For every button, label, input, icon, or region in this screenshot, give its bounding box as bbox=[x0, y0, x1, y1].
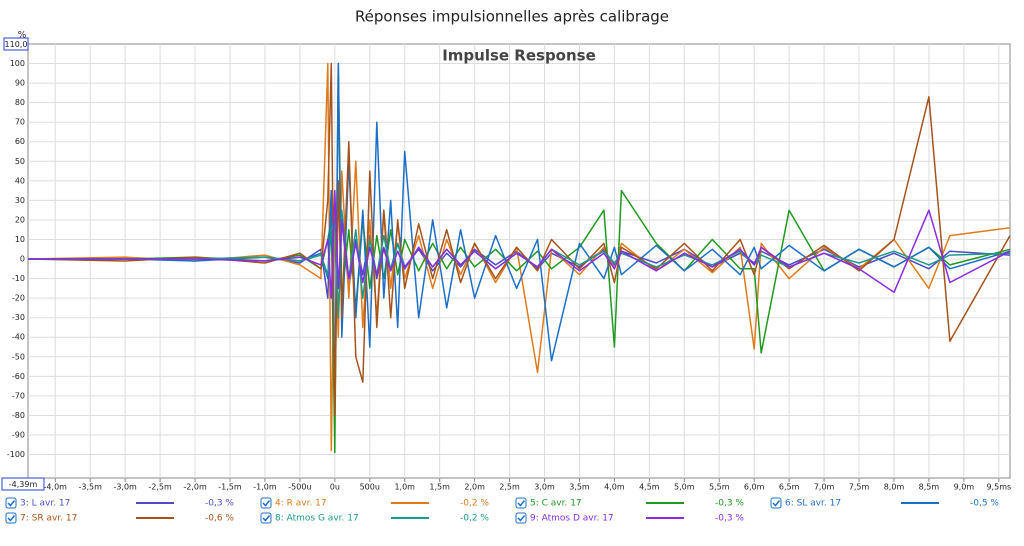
x-tick-label: 8,0m bbox=[884, 483, 905, 492]
legend-label: 7: SR avr. 17 bbox=[20, 514, 77, 524]
x-tick-label: 8,5m bbox=[919, 483, 940, 492]
lines bbox=[27, 62, 1011, 454]
legend-label: 3: L avr. 17 bbox=[20, 499, 70, 509]
y-tick-label: 20 bbox=[15, 215, 25, 224]
x-tick-label: 500u bbox=[360, 483, 380, 492]
x-tick-label: -2,5m bbox=[148, 483, 172, 492]
x-tick-label: 9,5ms bbox=[986, 483, 1011, 492]
x-tick-label: 3,5m bbox=[569, 483, 590, 492]
x-tick-label: 9,0m bbox=[954, 483, 975, 492]
y-tick-label: 90 bbox=[15, 79, 25, 88]
x-tick-label: 0u bbox=[330, 483, 340, 492]
legend-checkbox[interactable] bbox=[515, 497, 527, 509]
legend-check bbox=[7, 500, 16, 507]
x-tick-label: 6,0m bbox=[744, 483, 765, 492]
y-unit: % bbox=[18, 31, 27, 41]
y-tick-label: -100 bbox=[7, 450, 25, 459]
y-tick-label: -50 bbox=[12, 352, 25, 361]
plot-title: Impulse Response bbox=[442, 47, 596, 65]
grid: -100-90-80-70-60-50-40-30-20-10010203040… bbox=[7, 44, 1011, 492]
x-tick-label: -3,0m bbox=[113, 483, 137, 492]
y-tick-label: -40 bbox=[12, 333, 25, 342]
x-tick-label: 1,5m bbox=[429, 483, 450, 492]
legend-label: 9: Atmos D avr. 17 bbox=[530, 514, 614, 524]
y-top-box[interactable] bbox=[3, 37, 29, 51]
chart-title: Réponses impulsionnelles après calibrage bbox=[355, 8, 669, 26]
x-tick-label: -3,5m bbox=[79, 483, 103, 492]
x-tick-label: -1,0m bbox=[253, 483, 277, 492]
legend-check bbox=[517, 500, 526, 507]
x-tick-label: 1,0m bbox=[394, 483, 415, 492]
y-tick-label: 100 bbox=[10, 59, 25, 68]
x-tick-label: 3,0m bbox=[534, 483, 555, 492]
legend-label: 4: R avr. 17 bbox=[275, 499, 327, 509]
legend-readout: -0,5 % bbox=[970, 499, 999, 509]
x-tick-label: 2,5m bbox=[499, 483, 520, 492]
y-tick-label: -80 bbox=[12, 411, 25, 420]
x-tick-label: 6,5m bbox=[779, 483, 800, 492]
x-tick-label: 2,0m bbox=[464, 483, 485, 492]
y-tick-label: 30 bbox=[15, 196, 25, 205]
y-tick-label: -90 bbox=[12, 430, 25, 439]
legend-label: 8: Atmos G avr. 17 bbox=[275, 514, 359, 524]
legend-readout: -0,3 % bbox=[715, 499, 744, 509]
legend-checkbox[interactable] bbox=[770, 497, 782, 509]
y-tick-label: 60 bbox=[15, 137, 25, 146]
y-tick-label: 50 bbox=[15, 157, 25, 166]
legend-label: 5: C avr. 17 bbox=[530, 499, 582, 509]
x-start-box[interactable] bbox=[1, 477, 45, 491]
legend-check bbox=[517, 515, 526, 522]
legend-check bbox=[772, 500, 781, 507]
legend-readout: -0,6 % bbox=[205, 514, 234, 524]
y-tick-label: -70 bbox=[12, 391, 25, 400]
y-tick-label: 80 bbox=[15, 98, 25, 107]
legend-readout: -0,2 % bbox=[460, 499, 489, 509]
y-tick-label: 0 bbox=[20, 255, 25, 264]
legend-checkbox[interactable] bbox=[5, 497, 17, 509]
y-tick-label: -20 bbox=[12, 294, 25, 303]
legend: 3: L avr. 17 -0,3 % 4: R avr. 17 -0,2 % 5: C… bbox=[5, 497, 999, 524]
legend-readout: -0,3 % bbox=[205, 499, 234, 509]
y-tick-label: 40 bbox=[15, 176, 25, 185]
x-tick-label: -1,5m bbox=[218, 483, 242, 492]
legend-checkbox[interactable] bbox=[260, 512, 272, 524]
legend-check bbox=[7, 515, 16, 522]
legend-check bbox=[262, 500, 271, 507]
x-tick-label: 7,0m bbox=[814, 483, 835, 492]
x-tick-label: 4,5m bbox=[639, 483, 660, 492]
y-tick-label: -60 bbox=[12, 372, 25, 381]
x-start-label: -4,39m bbox=[9, 480, 38, 489]
x-tick-label: 7,5m bbox=[849, 483, 870, 492]
legend-checkbox[interactable] bbox=[5, 512, 17, 524]
y-tick-label: 70 bbox=[15, 118, 25, 127]
y-tick-label: -10 bbox=[12, 274, 25, 283]
y-top-label: 110,0 bbox=[5, 40, 28, 49]
legend-checkbox[interactable] bbox=[260, 497, 272, 509]
x-tick-label: 5,0m bbox=[674, 483, 695, 492]
x-tick-label: -500u bbox=[288, 483, 311, 492]
legend-readout: -0,3 % bbox=[715, 514, 744, 524]
x-tick-label: 4,0m bbox=[604, 483, 625, 492]
legend-label: 6: SL avr. 17 bbox=[785, 499, 841, 509]
series-line bbox=[28, 189, 1011, 299]
legend-readout: -0,2 % bbox=[460, 514, 489, 524]
x-tick-label: -4,0m bbox=[44, 483, 68, 492]
x-tick-label: 5,5m bbox=[709, 483, 730, 492]
x-tick-label: -2,0m bbox=[183, 483, 207, 492]
y-tick-label: 10 bbox=[15, 235, 25, 244]
legend-check bbox=[262, 515, 271, 522]
legend-checkbox[interactable] bbox=[515, 512, 527, 524]
y-tick-label: -30 bbox=[12, 313, 25, 322]
